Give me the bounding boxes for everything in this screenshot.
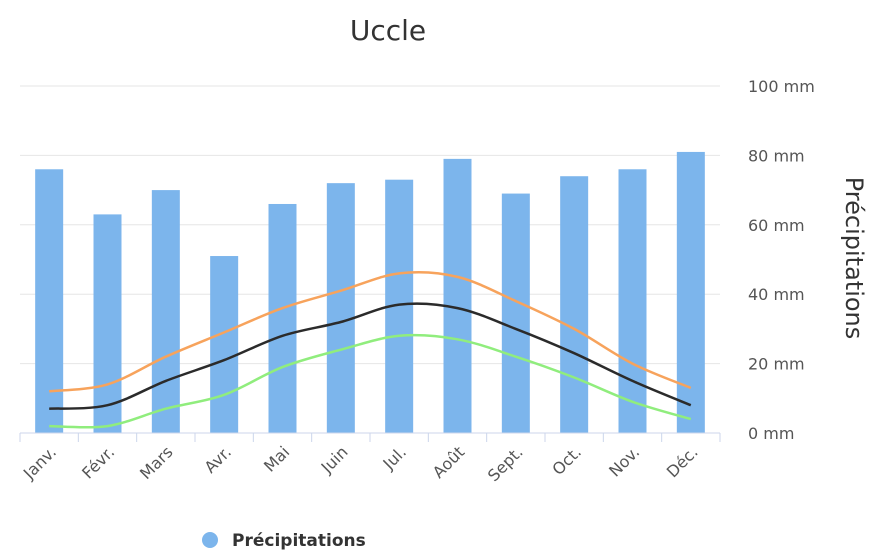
bar[interactable]	[560, 176, 589, 433]
bar[interactable]	[93, 214, 122, 433]
x-tick-label: Avr.	[201, 442, 235, 476]
bar[interactable]	[210, 256, 239, 433]
bars	[35, 151, 705, 433]
y-axis-ticks: 0 mm 20 mm 40 mm 60 mm 80 mm 100 mm	[748, 77, 815, 443]
bar[interactable]	[443, 158, 472, 433]
y-tick-label: 60 mm	[748, 216, 805, 235]
x-axis-ticks: Janv. Févr. Mars Avr. Mai Juin Jul. Août Sept. Oc…	[19, 433, 721, 485]
bar[interactable]	[151, 190, 180, 433]
x-tick-label: Août	[429, 442, 469, 482]
y-tick-label: 0 mm	[748, 424, 794, 443]
y-tick-label: 40 mm	[748, 285, 805, 304]
x-tick-label: Sept.	[484, 442, 527, 485]
legend[interactable]: Précipitations	[202, 531, 366, 551]
series-line	[49, 302, 692, 410]
bar[interactable]	[35, 169, 64, 433]
bar[interactable]	[618, 169, 647, 433]
gridlines	[20, 85, 720, 365]
y-axis-label: Précipitations	[840, 177, 868, 340]
x-tick-label: Déc.	[663, 442, 702, 481]
bar[interactable]	[268, 203, 297, 433]
x-tick-label: Janv.	[19, 442, 60, 483]
chart-title: Uccle	[350, 14, 426, 47]
y-tick-label: 100 mm	[748, 77, 815, 96]
legend-marker	[202, 532, 218, 548]
bar[interactable]	[676, 151, 705, 433]
series-line	[49, 271, 692, 393]
legend-label: Précipitations	[232, 531, 366, 551]
x-tick-label: Juin	[317, 442, 352, 477]
x-tick-label: Jul.	[379, 442, 410, 473]
x-tick-label: Nov.	[605, 442, 643, 480]
y-tick-label: 20 mm	[748, 355, 805, 374]
lines	[49, 271, 692, 429]
x-tick-label: Mars	[136, 442, 177, 483]
x-tick-label: Févr.	[78, 442, 118, 482]
y-tick-label: 80 mm	[748, 146, 805, 165]
bar[interactable]	[326, 183, 355, 433]
bar[interactable]	[501, 193, 530, 433]
x-tick-label: Mai	[260, 442, 293, 475]
series-line	[49, 333, 692, 429]
x-tick-label: Oct.	[548, 442, 585, 479]
